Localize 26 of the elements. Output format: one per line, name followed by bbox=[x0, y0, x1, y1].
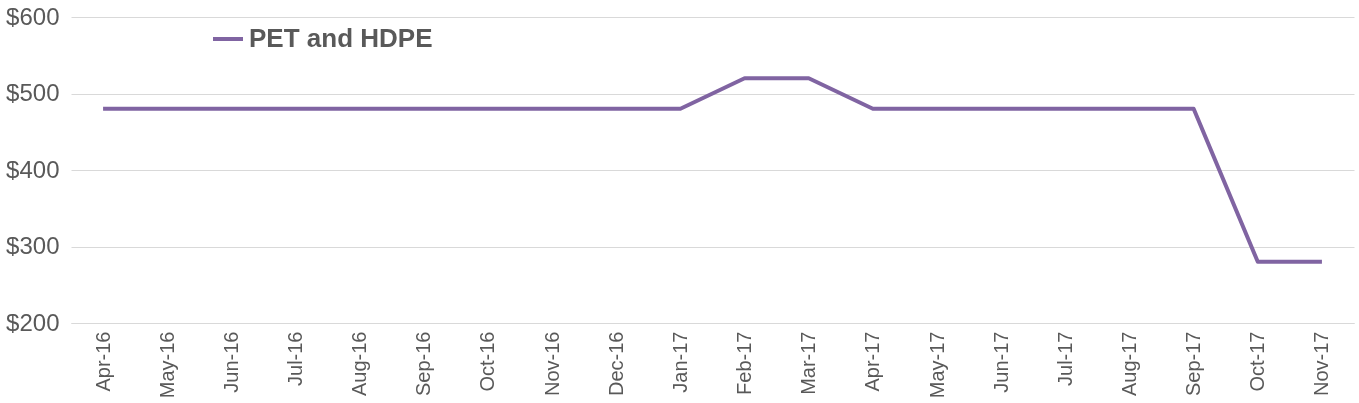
x-tick-label: Jun-16 bbox=[219, 331, 242, 393]
x-tick-label: Mar-17 bbox=[797, 331, 820, 395]
x-tick-label: Nov-17 bbox=[1310, 331, 1333, 396]
x-tick-label: Apr-16 bbox=[91, 331, 114, 392]
x-tick-label: Sep-16 bbox=[412, 331, 435, 396]
y-tick-label: $400 bbox=[6, 155, 60, 183]
x-tick-label: Jul-17 bbox=[1053, 331, 1076, 386]
x-tick-label: Dec-16 bbox=[604, 331, 627, 396]
x-tick-label: Feb-17 bbox=[733, 331, 756, 395]
legend-label: PET and HDPE bbox=[249, 23, 433, 53]
x-tick-label: May-16 bbox=[155, 331, 178, 399]
x-tick-label: Aug-16 bbox=[348, 331, 371, 396]
x-tick-label: Oct-17 bbox=[1246, 331, 1269, 392]
x-tick-label: Sep-17 bbox=[1182, 331, 1205, 396]
y-tick-label: $300 bbox=[6, 232, 60, 259]
y-tick-label: $500 bbox=[6, 79, 60, 106]
x-tick-label: Oct-16 bbox=[476, 331, 499, 392]
x-tick-label: Apr-17 bbox=[861, 331, 884, 392]
y-tick-label: $200 bbox=[6, 308, 60, 336]
x-tick-label: Nov-16 bbox=[540, 331, 563, 396]
x-tick-label: Aug-17 bbox=[1117, 331, 1140, 396]
x-tick-label: May-17 bbox=[925, 331, 948, 399]
y-tick-label: $600 bbox=[6, 2, 60, 30]
x-tick-label: Jul-16 bbox=[284, 331, 307, 386]
x-tick-label: Jan-17 bbox=[668, 331, 691, 393]
x-tick-label: Jun-17 bbox=[989, 331, 1012, 393]
